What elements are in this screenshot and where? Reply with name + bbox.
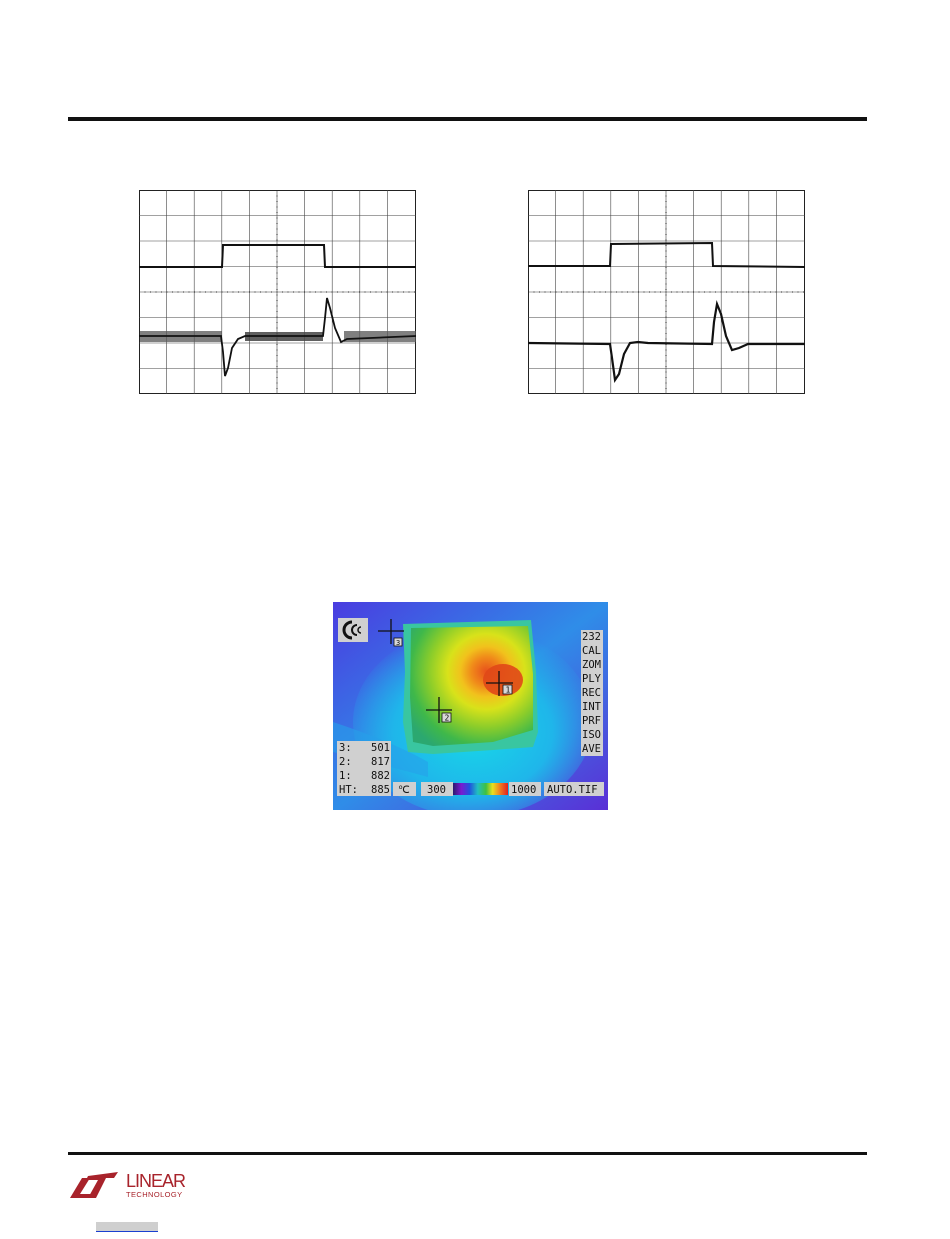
reading-ht-value: 885 [371,784,390,796]
scale-max: 1000 [511,784,536,796]
menu-item-cal[interactable]: CAL [582,645,601,657]
menu-item-ply[interactable]: PLY [582,673,602,685]
filename: AUTO.TIF [547,784,598,796]
page-link-highlight [96,1222,158,1231]
logo-word: LINEAR [126,1171,186,1191]
scope-left-graticule [139,190,417,394]
reading-1-value: 882 [371,770,390,782]
page-link-underline [96,1231,158,1232]
scope-right-graticule [528,190,806,394]
thermal-menu: 232 CAL ZOM PLY REC INT PRF ISO AVE [581,630,603,756]
marker-label-2: 2 [445,714,450,723]
reading-ht-label: HT: [339,784,358,796]
marker-label-1: 1 [506,686,511,695]
scope-right [528,190,806,395]
scope-left [139,190,417,395]
reading-1-label: 1: [339,770,352,782]
menu-item-prf[interactable]: PRF [582,715,601,727]
reading-3-label: 3: [339,742,352,754]
menu-item-zom[interactable]: ZOM [582,659,601,671]
unit-label: ℃ [398,784,410,796]
reading-2-label: 2: [339,756,352,768]
scale-min: 300 [427,784,446,796]
menu-item-232[interactable]: 232 [582,631,601,643]
color-palette [453,783,508,795]
linear-technology-logo: LINEAR TECHNOLOGY [68,1170,198,1200]
reading-2-value: 817 [371,756,390,768]
menu-item-rec[interactable]: REC [582,687,601,699]
readings-panel: 3: 501 2: 817 1: 882 HT: 885 [337,741,391,796]
menu-item-iso[interactable]: ISO [582,729,601,741]
menu-item-ave[interactable]: AVE [582,743,601,755]
logo-sub: TECHNOLOGY [126,1190,183,1199]
top-rule [68,117,867,121]
marker-label-3: 3 [396,639,400,647]
reading-3-value: 501 [371,742,390,754]
menu-item-int[interactable]: INT [582,701,602,713]
thermal-image: 1 2 3 232 CAL ZOM PLY REC INT PRF ISO AV… [333,602,608,810]
page-link[interactable] [96,1222,158,1233]
scale-bar: ℃ 300 1000 AUTO.TIF [393,782,604,796]
bottom-rule [68,1152,867,1155]
mode-icon[interactable] [338,618,368,642]
